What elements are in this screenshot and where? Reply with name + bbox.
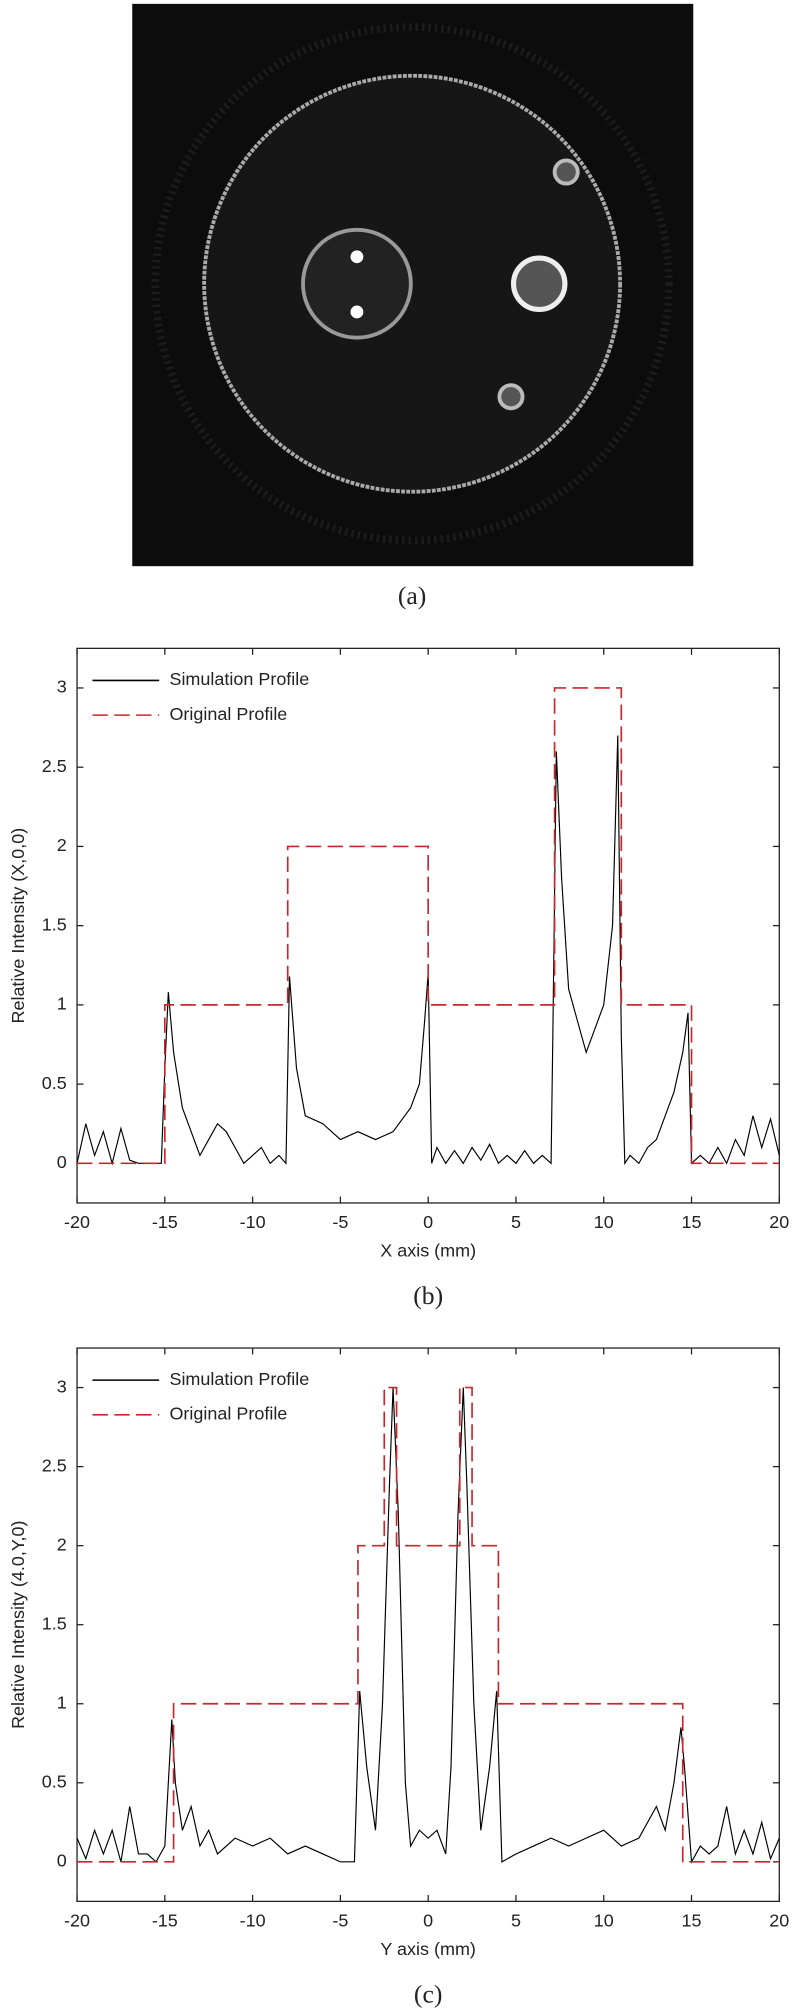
insert-small — [497, 383, 525, 411]
y-tick-label: 2 — [57, 1534, 67, 1554]
x-tick-label: -5 — [332, 1911, 348, 1931]
x-tick-label: 10 — [594, 1212, 614, 1232]
x-tick-label: -5 — [332, 1212, 348, 1232]
insert-left — [301, 227, 413, 340]
x-tick-label: -10 — [240, 1911, 266, 1931]
insert-small — [552, 158, 580, 186]
y-tick-label: 2.5 — [42, 756, 67, 776]
x-tick-label: 20 — [769, 1911, 789, 1931]
y-tick-label: 0.5 — [42, 1772, 67, 1792]
x-tick-label: -15 — [152, 1911, 178, 1931]
y-tick-label: 1 — [57, 1693, 67, 1713]
y-tick-label: 0 — [57, 1851, 67, 1871]
y-tick-label: 1 — [57, 994, 67, 1014]
x-tick-label: 5 — [511, 1911, 521, 1931]
x-axis-label: X axis (mm) — [380, 1241, 476, 1261]
phantom-image — [132, 3, 694, 567]
x-tick-label: 10 — [594, 1911, 614, 1931]
x-tick-label: 15 — [682, 1911, 702, 1931]
x-axis-label: Y axis (mm) — [380, 1939, 476, 1959]
series-line — [76, 1387, 780, 1864]
legend-label: Simulation Profile — [169, 1369, 309, 1389]
x-tick-label: -10 — [240, 1212, 266, 1232]
dot — [350, 305, 364, 319]
y-tick-label: 1.5 — [42, 1613, 67, 1633]
insert-bright — [510, 255, 568, 312]
caption: (a) — [398, 581, 426, 610]
series-line — [77, 687, 780, 1165]
y-tick-label: 3 — [57, 1376, 67, 1396]
y-axis-label: Relative Intensity (4.0,Y,0) — [8, 1520, 28, 1728]
series-line — [76, 735, 780, 1166]
x-tick-label: 20 — [769, 1212, 789, 1232]
y-tick-label: 3 — [57, 677, 67, 697]
y-tick-label: 0.5 — [42, 1073, 67, 1093]
x-tick-label: -20 — [64, 1212, 90, 1232]
x-tick-label: -15 — [152, 1212, 178, 1232]
x-tick-label: 15 — [682, 1212, 702, 1232]
dot — [350, 250, 364, 264]
x-tick-label: 0 — [423, 1911, 433, 1931]
ring-artifact — [151, 23, 673, 545]
y-tick-label: 0 — [57, 1152, 67, 1172]
y-tick-label: 2.5 — [42, 1455, 67, 1475]
legend-label: Original Profile — [169, 1404, 287, 1424]
y-tick-label: 2 — [57, 835, 67, 855]
x-tick-label: 0 — [423, 1212, 433, 1232]
series-line — [77, 1386, 780, 1863]
plot-area — [76, 1347, 780, 1903]
x-tick-label: 5 — [511, 1212, 521, 1232]
caption: (c) — [414, 1979, 442, 2008]
y-tick-label: 1.5 — [42, 914, 67, 934]
legend-label: Simulation Profile — [169, 669, 309, 689]
legend-label: Original Profile — [169, 704, 287, 724]
x-tick-label: -20 — [64, 1911, 90, 1931]
caption: (b) — [413, 1281, 443, 1310]
y-axis-label: Relative Intensity (X,0,0) — [8, 828, 28, 1024]
